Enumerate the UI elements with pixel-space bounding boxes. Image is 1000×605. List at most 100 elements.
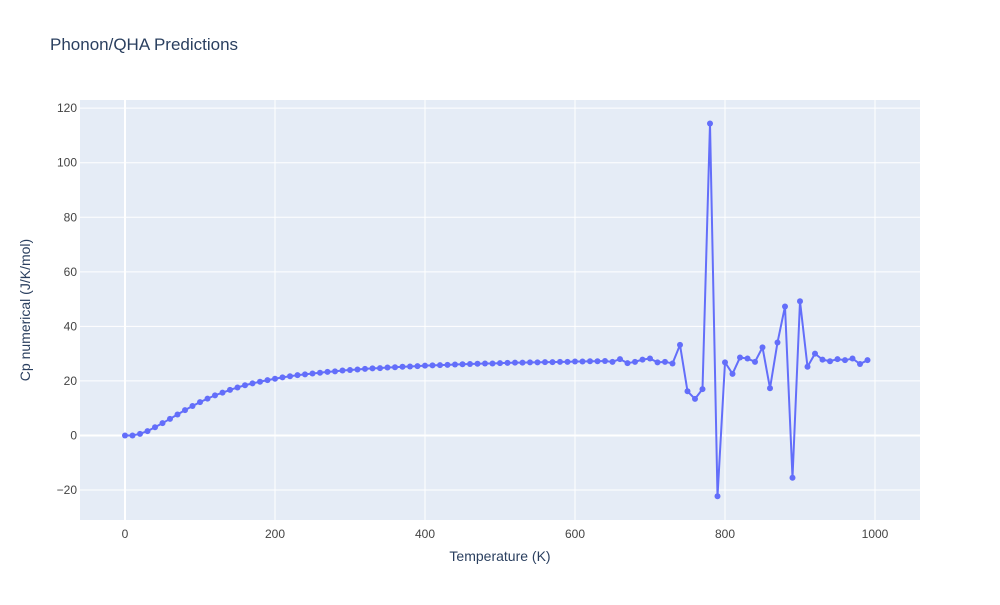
- data-point[interactable]: [167, 415, 173, 422]
- data-point[interactable]: [692, 395, 698, 402]
- data-point[interactable]: [797, 298, 803, 305]
- data-point[interactable]: [504, 359, 511, 366]
- data-point[interactable]: [369, 365, 376, 372]
- data-point[interactable]: [459, 361, 466, 368]
- data-point[interactable]: [722, 359, 728, 366]
- data-point[interactable]: [272, 375, 278, 382]
- data-point[interactable]: [197, 399, 203, 406]
- data-point[interactable]: [429, 362, 436, 369]
- data-point[interactable]: [594, 358, 601, 365]
- data-point[interactable]: [399, 363, 406, 370]
- data-point[interactable]: [759, 344, 766, 351]
- data-point[interactable]: [489, 360, 496, 367]
- data-point[interactable]: [324, 368, 331, 375]
- data-point[interactable]: [392, 364, 398, 371]
- data-point[interactable]: [159, 420, 166, 427]
- data-point[interactable]: [264, 377, 271, 384]
- data-point[interactable]: [557, 358, 563, 365]
- data-point[interactable]: [377, 365, 383, 372]
- data-point[interactable]: [564, 358, 571, 365]
- data-point[interactable]: [587, 358, 593, 365]
- data-point[interactable]: [812, 350, 818, 357]
- data-point[interactable]: [137, 430, 143, 437]
- data-point[interactable]: [602, 358, 608, 364]
- data-point[interactable]: [317, 369, 323, 376]
- data-point[interactable]: [729, 370, 736, 377]
- data-point[interactable]: [497, 360, 503, 367]
- data-point[interactable]: [572, 358, 578, 365]
- data-point[interactable]: [332, 368, 338, 375]
- data-point[interactable]: [819, 356, 826, 363]
- data-point[interactable]: [774, 339, 781, 346]
- data-point[interactable]: [639, 356, 646, 363]
- data-point[interactable]: [474, 360, 481, 367]
- data-point[interactable]: [212, 392, 218, 399]
- data-point[interactable]: [782, 303, 788, 310]
- data-point[interactable]: [279, 374, 286, 381]
- data-point[interactable]: [437, 362, 443, 369]
- data-point[interactable]: [204, 395, 211, 402]
- data-point[interactable]: [527, 359, 533, 366]
- data-point[interactable]: [144, 428, 151, 435]
- data-point[interactable]: [752, 358, 758, 365]
- data-point[interactable]: [677, 341, 683, 348]
- data-point[interactable]: [452, 361, 458, 368]
- data-point[interactable]: [467, 361, 473, 367]
- data-point[interactable]: [684, 388, 691, 395]
- data-point[interactable]: [482, 360, 488, 367]
- data-point[interactable]: [534, 359, 541, 366]
- data-point[interactable]: [624, 360, 631, 367]
- data-point[interactable]: [182, 407, 188, 414]
- data-point[interactable]: [827, 358, 833, 365]
- data-point[interactable]: [617, 356, 623, 363]
- data-point[interactable]: [842, 357, 848, 364]
- data-point[interactable]: [242, 382, 248, 389]
- data-point[interactable]: [804, 363, 811, 370]
- data-point[interactable]: [339, 367, 346, 374]
- data-point[interactable]: [347, 367, 353, 373]
- data-point[interactable]: [857, 361, 863, 367]
- data-point[interactable]: [549, 359, 556, 366]
- data-point[interactable]: [234, 384, 241, 391]
- data-point[interactable]: [632, 358, 638, 365]
- data-point[interactable]: [789, 474, 796, 481]
- data-point[interactable]: [219, 389, 226, 396]
- data-point[interactable]: [407, 363, 413, 370]
- data-point[interactable]: [579, 358, 586, 365]
- data-point[interactable]: [422, 362, 428, 369]
- data-point[interactable]: [354, 366, 361, 373]
- data-point[interactable]: [609, 358, 616, 365]
- data-point[interactable]: [744, 355, 751, 362]
- data-point[interactable]: [414, 363, 421, 370]
- data-point[interactable]: [152, 424, 158, 431]
- data-point[interactable]: [174, 411, 181, 418]
- data-point[interactable]: [707, 120, 713, 127]
- data-point[interactable]: [647, 355, 653, 362]
- data-point[interactable]: [249, 380, 256, 387]
- data-point[interactable]: [384, 364, 391, 371]
- data-point[interactable]: [767, 385, 773, 392]
- data-point[interactable]: [864, 357, 871, 364]
- data-point[interactable]: [444, 361, 451, 368]
- data-point[interactable]: [849, 355, 856, 362]
- data-point[interactable]: [669, 360, 676, 367]
- data-point[interactable]: [362, 365, 368, 372]
- data-point[interactable]: [122, 432, 128, 439]
- data-point[interactable]: [699, 386, 706, 393]
- data-point[interactable]: [512, 359, 518, 366]
- data-point[interactable]: [519, 359, 526, 366]
- data-point[interactable]: [542, 359, 548, 366]
- data-point[interactable]: [227, 386, 233, 393]
- data-point[interactable]: [309, 370, 316, 377]
- data-point[interactable]: [257, 378, 263, 385]
- data-point[interactable]: [287, 373, 293, 380]
- data-point[interactable]: [294, 372, 301, 379]
- data-point[interactable]: [189, 403, 196, 409]
- data-point[interactable]: [834, 356, 841, 363]
- data-point[interactable]: [129, 432, 136, 439]
- data-point[interactable]: [737, 354, 743, 361]
- data-point[interactable]: [302, 371, 308, 378]
- data-point[interactable]: [662, 358, 668, 365]
- data-point[interactable]: [654, 359, 661, 366]
- data-point[interactable]: [714, 493, 721, 500]
